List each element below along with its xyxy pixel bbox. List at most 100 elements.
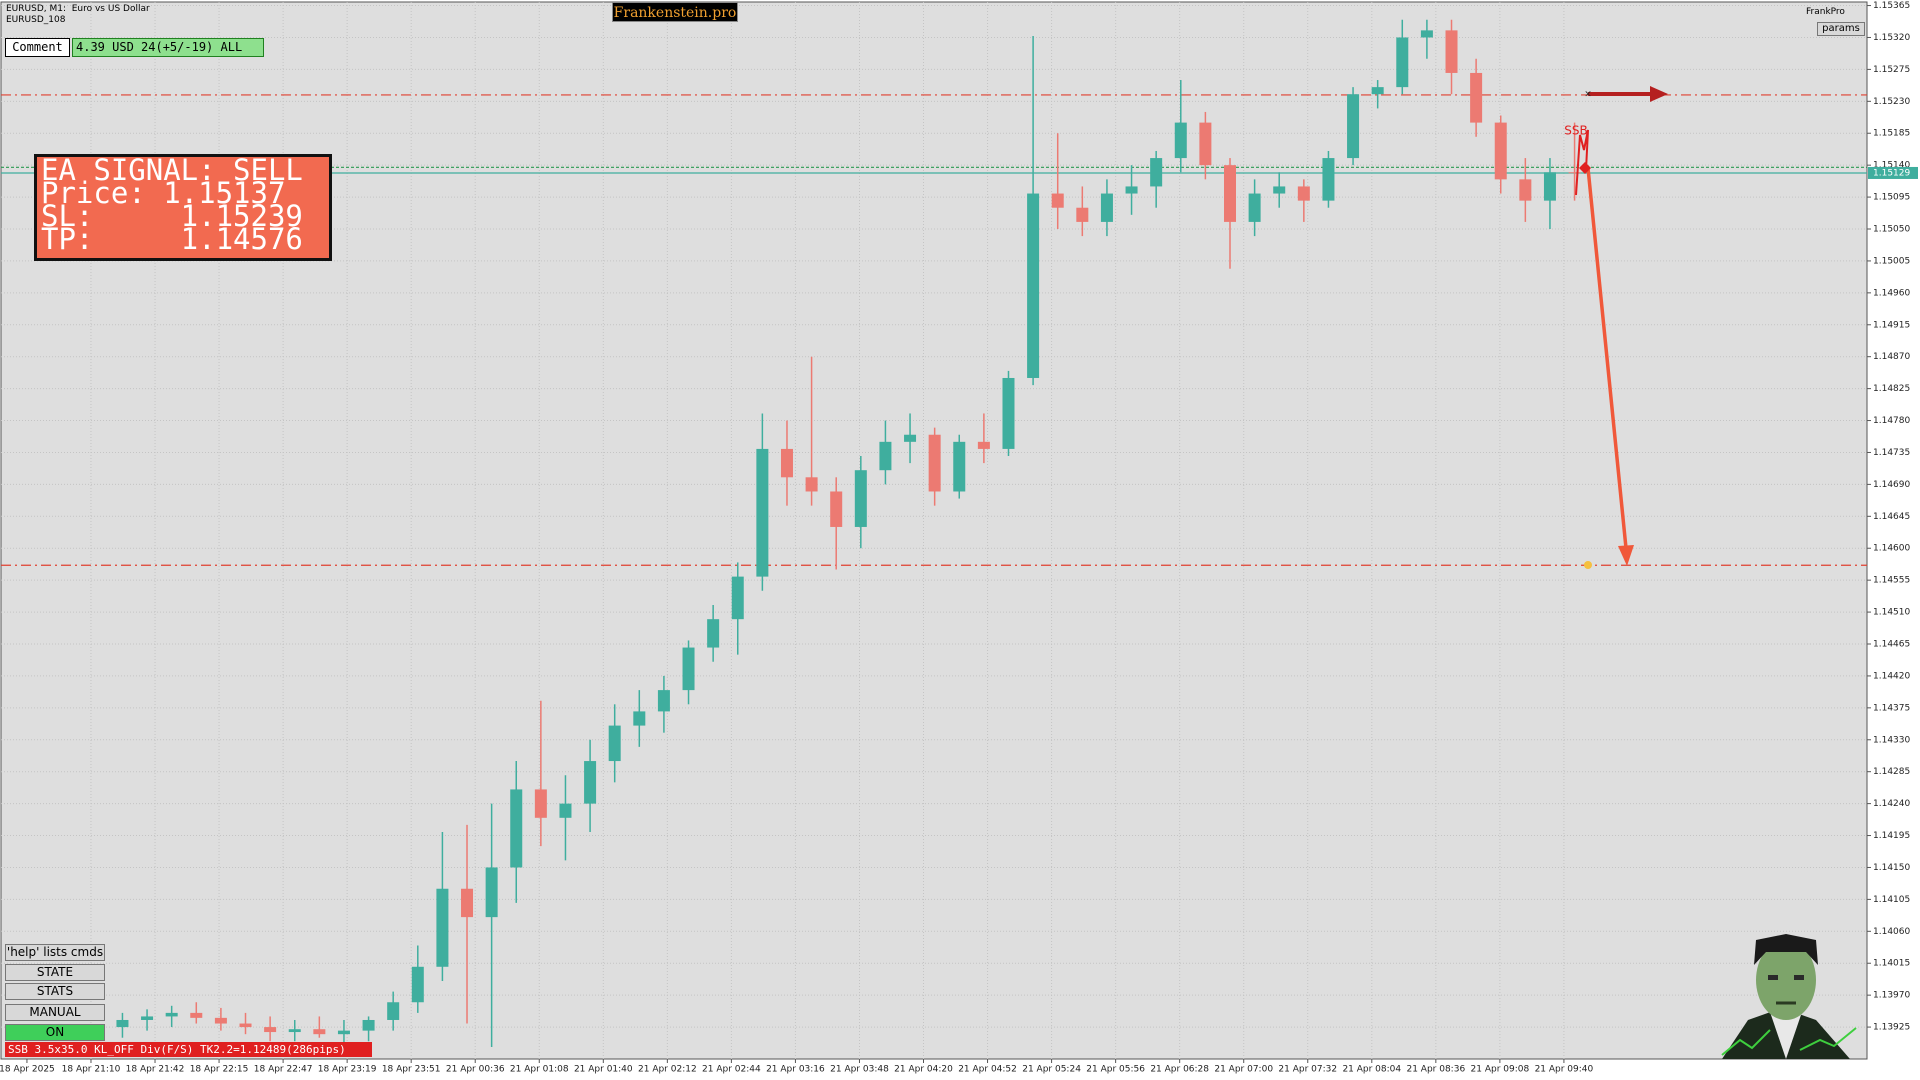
- x-tick-label: 21 Apr 01:08: [510, 1065, 569, 1075]
- candle-body: [1568, 172, 1581, 174]
- trade-arrows: × SSB: [1564, 86, 1668, 569]
- y-tick-label: 1.14735: [1873, 448, 1910, 458]
- x-tick-label: 18 Apr 21:42: [126, 1065, 185, 1075]
- x-tick-label: 18 Apr 21:10: [62, 1065, 121, 1075]
- x-tick-label: 21 Apr 03:48: [830, 1065, 889, 1075]
- candle-body: [411, 966, 424, 1003]
- candle-body: [1297, 186, 1310, 201]
- candle-body: [1125, 186, 1138, 194]
- candle-body: [239, 1023, 252, 1028]
- y-tick-label: 1.14780: [1873, 416, 1910, 426]
- candle-body: [1027, 193, 1040, 378]
- candle-body: [387, 1002, 400, 1020]
- panel-button[interactable]: 'help' lists cmds: [5, 944, 105, 961]
- y-tick-label: 1.14105: [1873, 895, 1910, 905]
- candle-body: [559, 803, 572, 818]
- candle-body: [608, 725, 621, 762]
- y-tick-label: 1.14870: [1873, 352, 1910, 362]
- y-tick-label: 1.14915: [1873, 320, 1910, 330]
- x-tick-label: 18 Apr 23:19: [318, 1065, 377, 1075]
- candle-body: [510, 789, 523, 868]
- candle-body: [1371, 87, 1384, 95]
- x-tick-label: 21 Apr 03:16: [766, 1065, 825, 1075]
- candle-body: [1322, 158, 1335, 201]
- y-tick-label: 1.14240: [1873, 799, 1910, 809]
- x-tick-label: 21 Apr 04:20: [894, 1065, 953, 1075]
- candle-body: [1224, 165, 1236, 222]
- candle-body: [1470, 72, 1483, 123]
- tp-arrow-head: [1618, 545, 1634, 566]
- brand[interactable]: Frankenstein.pro: [612, 2, 738, 22]
- candle-body: [1002, 377, 1015, 449]
- x-tick-label: 21 Apr 01:40: [574, 1065, 633, 1075]
- x-tick-label: 21 Apr 08:36: [1406, 1065, 1465, 1075]
- candle-body: [805, 477, 818, 492]
- y-tick-label: 1.15230: [1873, 97, 1910, 107]
- candle-body: [1150, 158, 1163, 187]
- tp-marker: [1584, 561, 1592, 569]
- y-tick-label: 1.14465: [1873, 640, 1910, 650]
- y-tick-label: 1.14285: [1873, 767, 1910, 777]
- x-tick-label: 21 Apr 09:08: [1471, 1065, 1530, 1075]
- candle-body: [288, 1029, 301, 1033]
- sl-arrow-head: [1650, 86, 1668, 102]
- y-tick-label: 1.14960: [1873, 288, 1910, 298]
- candle-body: [731, 576, 744, 620]
- candle-body: [313, 1029, 326, 1035]
- candle-body: [190, 1012, 203, 1018]
- candle-body: [165, 1012, 178, 1017]
- candle-body: [1445, 30, 1458, 73]
- x-tick-label: 21 Apr 02:12: [638, 1065, 697, 1075]
- symbol-info: EURUSD, M1: Euro vs US Dollar: [6, 4, 150, 14]
- panel-button[interactable]: STATE: [5, 964, 105, 981]
- y-tick-label: 1.15275: [1873, 65, 1910, 75]
- x-tick-label: 18 Apr 22:15: [190, 1065, 249, 1075]
- candle-body: [707, 619, 720, 648]
- corner-name: FrankPro: [1806, 7, 1845, 17]
- panel-button[interactable]: STATS: [5, 983, 105, 1000]
- candle-body: [534, 789, 547, 818]
- x-tick-label: 21 Apr 06:28: [1150, 1065, 1209, 1075]
- x-tick-label: 21 Apr 00:36: [446, 1065, 505, 1075]
- candle-body: [1396, 37, 1409, 88]
- panel-button[interactable]: ON: [5, 1024, 105, 1041]
- y-tick-label: 1.14060: [1873, 927, 1910, 937]
- y-tick-label: 1.14015: [1873, 959, 1910, 969]
- y-tick-label: 1.15140: [1873, 161, 1910, 171]
- y-tick-label: 1.13970: [1873, 991, 1910, 1001]
- marker-label: SSB: [1564, 124, 1587, 138]
- y-tick-label: 1.14150: [1873, 863, 1910, 873]
- y-tick-label: 1.14195: [1873, 831, 1910, 841]
- candle-body: [1051, 193, 1064, 208]
- x-tick-label: 21 Apr 04:52: [958, 1065, 1017, 1075]
- candle-body: [485, 867, 498, 918]
- ssb-marker: [1575, 129, 1589, 196]
- x-tick-label: 21 Apr 09:40: [1535, 1065, 1594, 1075]
- panel-button[interactable]: MANUAL: [5, 1004, 105, 1021]
- candle-body: [264, 1027, 277, 1033]
- candle-body: [362, 1019, 375, 1031]
- tp-arrow: [1586, 167, 1628, 549]
- x-tick-label: 21 Apr 05:56: [1086, 1065, 1145, 1075]
- entry-marker: [1579, 162, 1591, 174]
- candle-body: [1543, 172, 1556, 201]
- close-marker: ×: [1584, 90, 1592, 100]
- candle-body: [780, 448, 793, 478]
- candle-body: [141, 1016, 154, 1020]
- params-button[interactable]: params: [1817, 22, 1865, 36]
- candle-body: [854, 470, 867, 527]
- y-tick-label: 1.14510: [1873, 608, 1910, 618]
- account-info: EURUSD_108: [6, 15, 66, 25]
- candle-body: [657, 690, 670, 712]
- candle-body: [953, 441, 966, 492]
- signal-line: EA SIGNAL: SELL: [41, 153, 303, 187]
- candle-body: [436, 888, 449, 967]
- x-tick-label: 18 Apr 23:51: [382, 1065, 441, 1075]
- candle-body: [461, 888, 474, 918]
- x-tick-label: 21 Apr 02:44: [702, 1065, 761, 1075]
- y-tick-label: 1.14645: [1873, 512, 1910, 522]
- y-tick-label: 1.14825: [1873, 384, 1910, 394]
- signal-box: EA SIGNAL: SELL Price: 1.15137 SL: 1.15239…: [34, 154, 332, 261]
- current-price-label: 1.15129: [1873, 168, 1910, 178]
- candle-body: [1347, 94, 1360, 159]
